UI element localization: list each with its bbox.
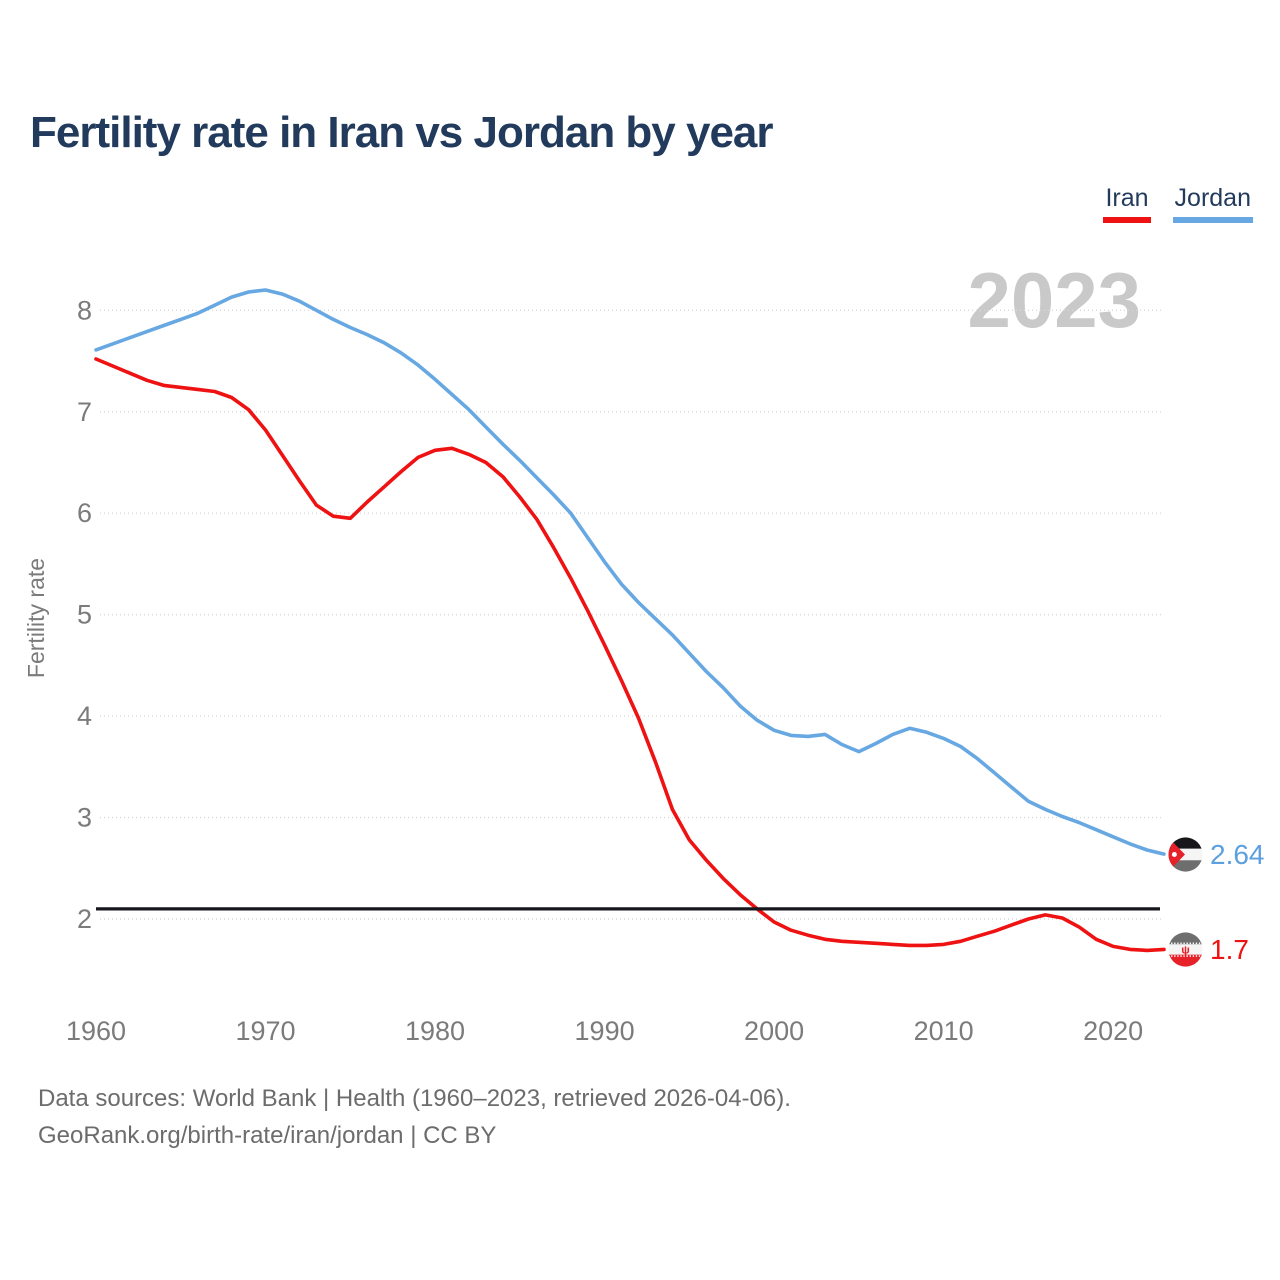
svg-text:8: 8 [77,295,92,325]
legend-item-iran[interactable]: Iran [1103,184,1151,223]
source-attribution: Data sources: World Bank | Health (1960–… [38,1080,791,1154]
svg-text:1980: 1980 [405,1016,465,1046]
source-line-2: GeoRank.org/birth-rate/iran/jordan | CC … [38,1122,497,1150]
legend-label-jordan: Jordan [1174,184,1251,212]
jordan-flag-icon [1168,837,1203,872]
year-watermark: 2023 [967,256,1141,344]
svg-text:Fertility rate: Fertility rate [23,558,49,678]
svg-text:2: 2 [77,904,92,934]
legend: Iran Jordan [1103,184,1253,223]
legend-label-iran: Iran [1105,184,1149,212]
svg-text:5: 5 [77,600,92,630]
end-label-jordan: 2.64 [1168,837,1265,872]
fertility-line-chart[interactable]: 2 3 4 5 6 7 8 1960 1970 1980 1990 2000 2010 2020 Ferti… [0,240,1280,1060]
svg-text:1990: 1990 [575,1016,635,1046]
svg-text:ψ: ψ [1181,945,1190,957]
svg-text:4: 4 [77,701,92,731]
svg-text:2020: 2020 [1083,1016,1143,1046]
svg-text:3: 3 [77,803,92,833]
svg-text:2000: 2000 [744,1016,804,1046]
svg-text:1960: 1960 [66,1016,126,1046]
source-line-1: Data sources: World Bank | Health (1960–… [38,1085,791,1112]
svg-text:2010: 2010 [914,1016,974,1046]
iran-flag-icon: ψ [1168,932,1203,967]
svg-text:6: 6 [77,498,92,528]
svg-text:1970: 1970 [235,1016,295,1046]
page-title: Fertility rate in Iran vs Jordan by year [30,108,774,157]
end-value-iran: 1.7 [1210,933,1249,965]
legend-item-jordan[interactable]: Jordan [1172,184,1253,223]
end-label-iran: ψ 1.7 [1168,932,1249,967]
end-value-jordan: 2.64 [1210,838,1265,870]
svg-text:7: 7 [77,397,92,427]
